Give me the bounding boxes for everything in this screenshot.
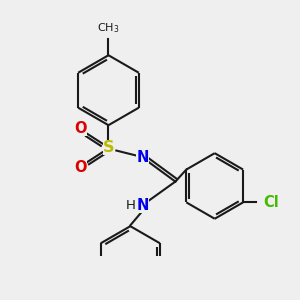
Text: N: N <box>136 198 149 213</box>
Text: O: O <box>74 160 87 175</box>
Text: N: N <box>136 150 149 165</box>
Text: CH$_3$: CH$_3$ <box>97 21 120 35</box>
Text: H: H <box>126 199 136 212</box>
Text: O: O <box>74 121 87 136</box>
Text: S: S <box>103 140 114 155</box>
Text: Cl: Cl <box>263 195 278 210</box>
